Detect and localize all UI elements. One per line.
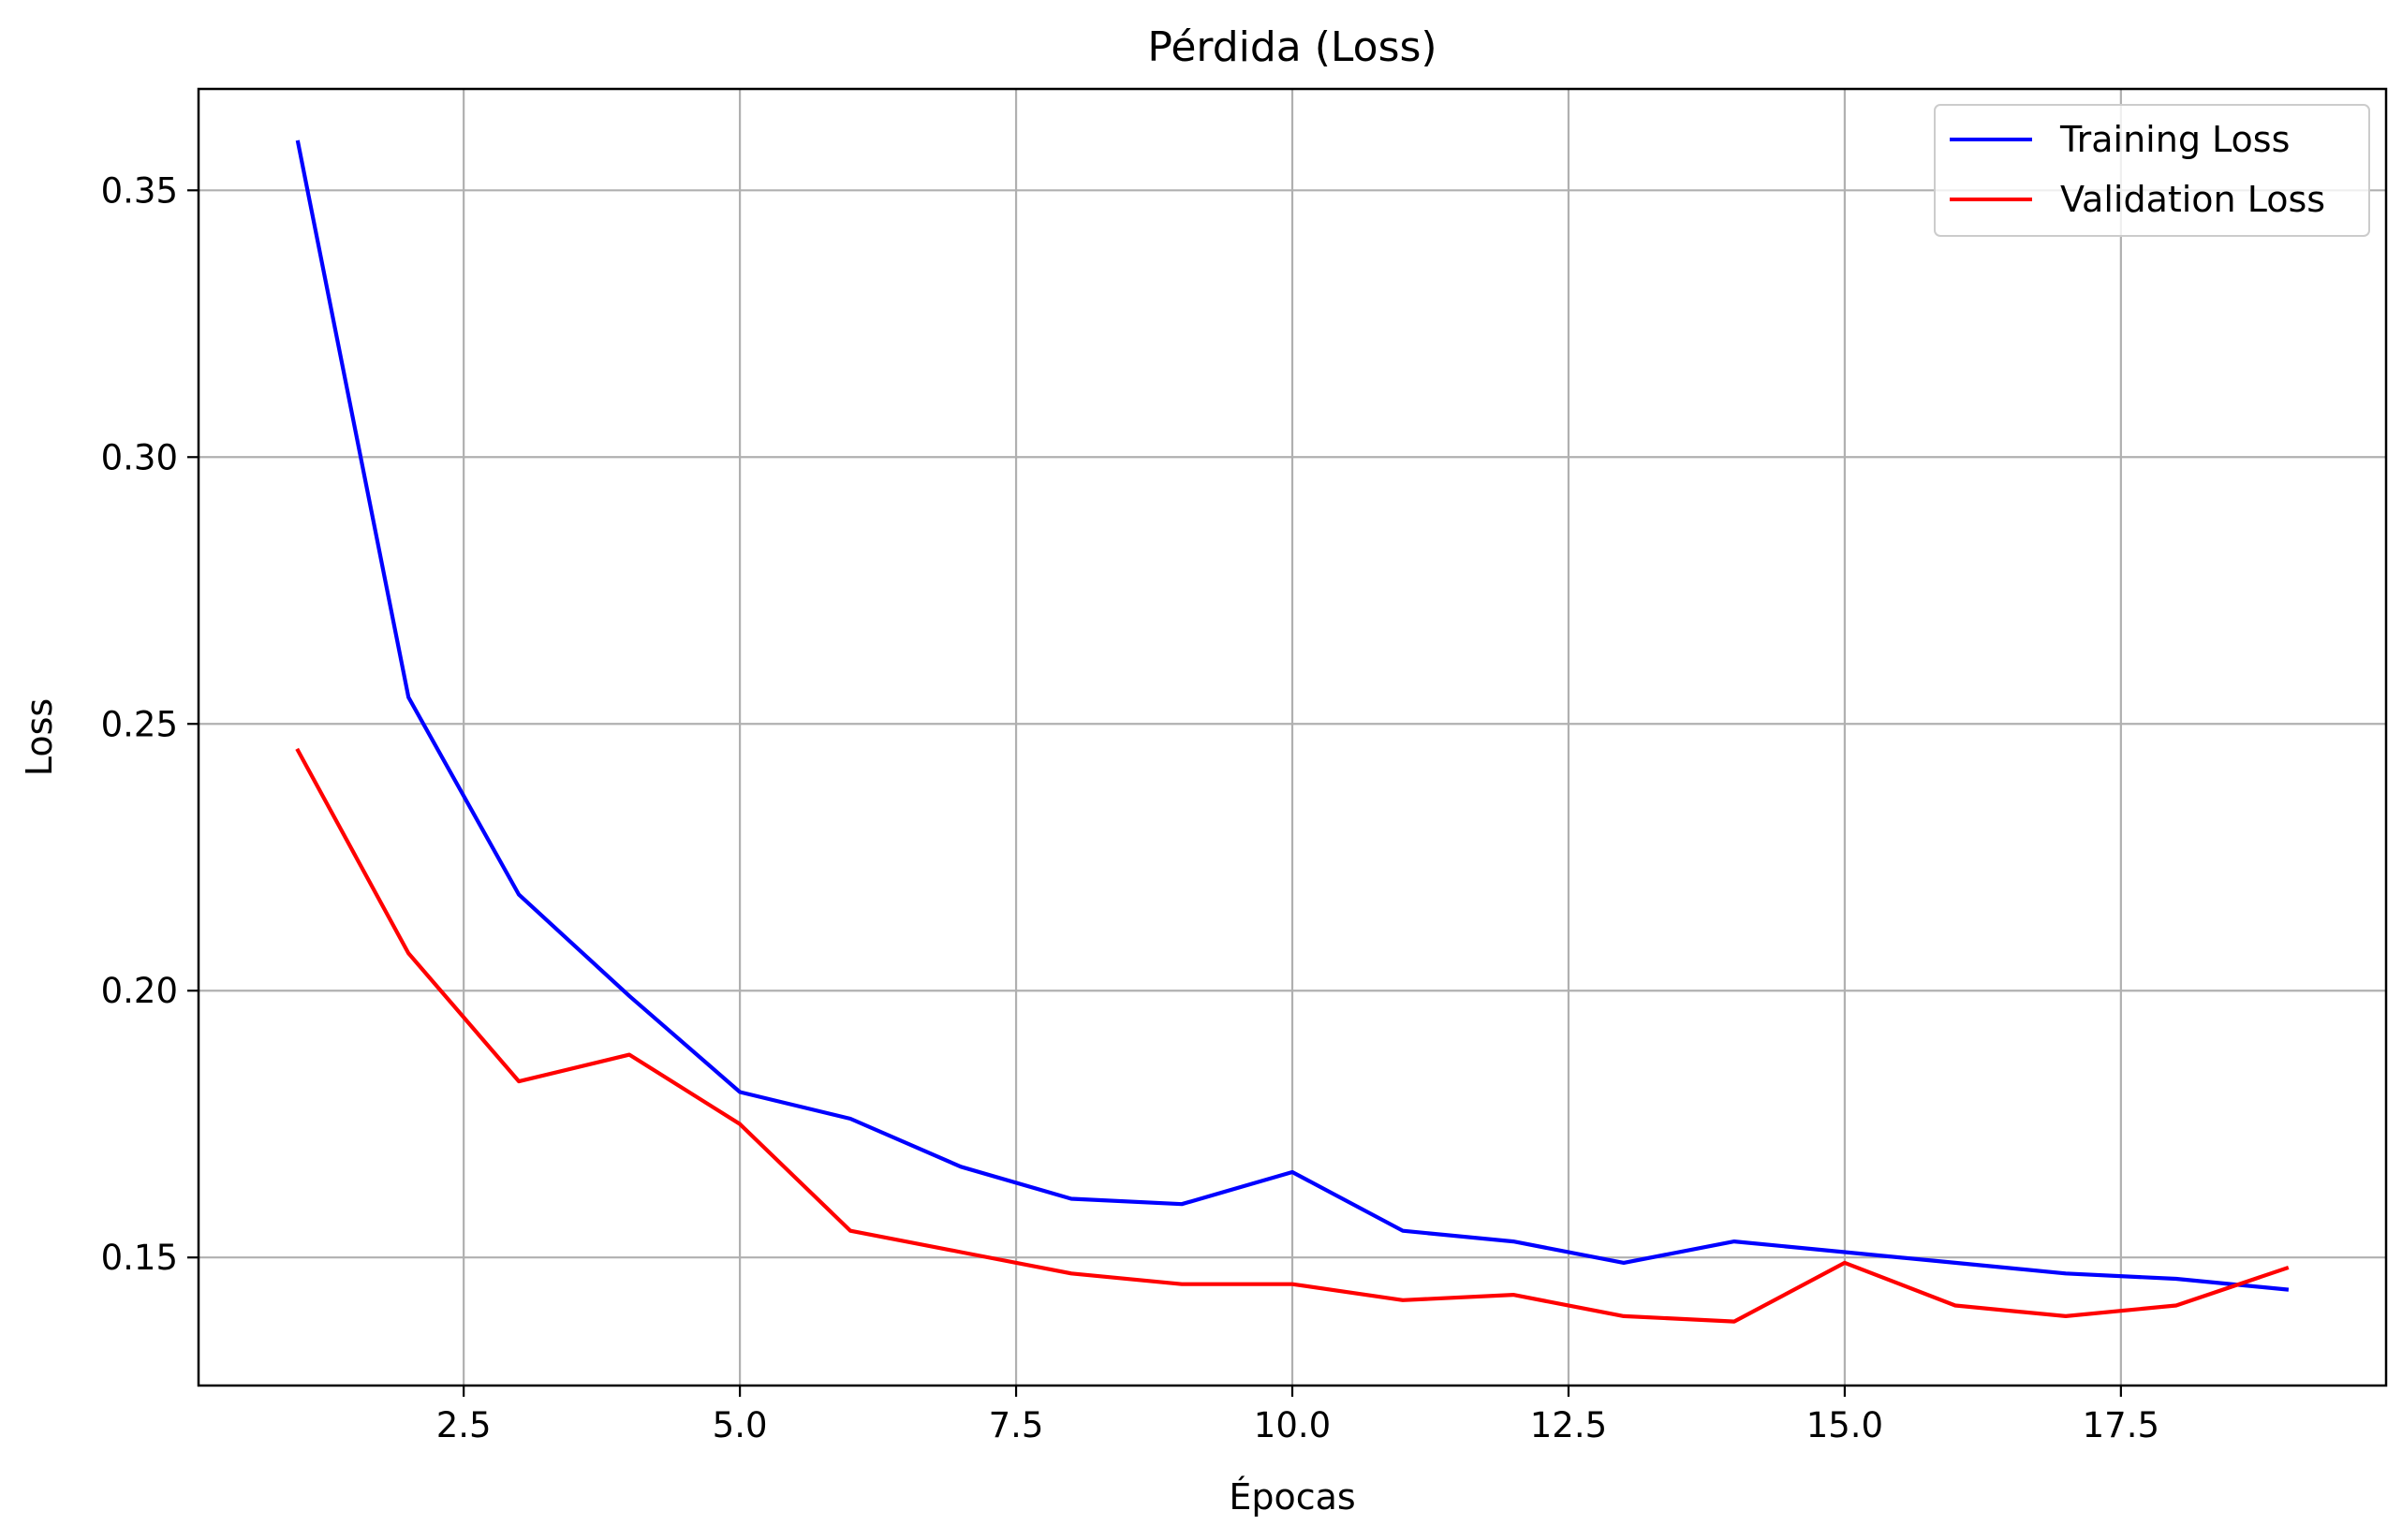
y-tick-label: 0.35 (101, 170, 178, 211)
series-lines (295, 139, 2290, 1324)
y-tick-label: 0.15 (101, 1238, 178, 1278)
y-tick-label: 0.30 (101, 437, 178, 477)
x-tick-label: 5.0 (713, 1405, 768, 1445)
x-tick-label: 17.5 (2083, 1405, 2159, 1445)
x-tick-label: 10.0 (1254, 1405, 1331, 1445)
axis-ticks: 2.5 5.0 7.5 10.0 12.5 15.0 17.5 0.15 0.20 0.25 0.3… (101, 170, 2159, 1445)
x-tick-label: 15.0 (1806, 1405, 1883, 1445)
x-tick-label: 12.5 (1530, 1405, 1607, 1445)
y-tick-label: 0.25 (101, 704, 178, 744)
y-axis-title: Loss (19, 698, 60, 776)
chart-title: Pérdida (Loss) (1147, 23, 1437, 71)
x-tick-label: 2.5 (436, 1405, 492, 1445)
x-tick-label: 7.5 (989, 1405, 1044, 1445)
legend: Training Loss Validation Loss (1934, 104, 2370, 237)
x-axis-title: Épocas (1229, 1476, 1355, 1518)
y-tick-label: 0.20 (101, 971, 178, 1011)
legend-box (1934, 104, 2370, 237)
training-loss-line (295, 139, 2290, 1292)
validation-loss-line (295, 747, 2290, 1324)
grid (199, 89, 2386, 1386)
legend-label-validation: Validation Loss (2060, 179, 2325, 220)
legend-label-training: Training Loss (2059, 119, 2290, 160)
